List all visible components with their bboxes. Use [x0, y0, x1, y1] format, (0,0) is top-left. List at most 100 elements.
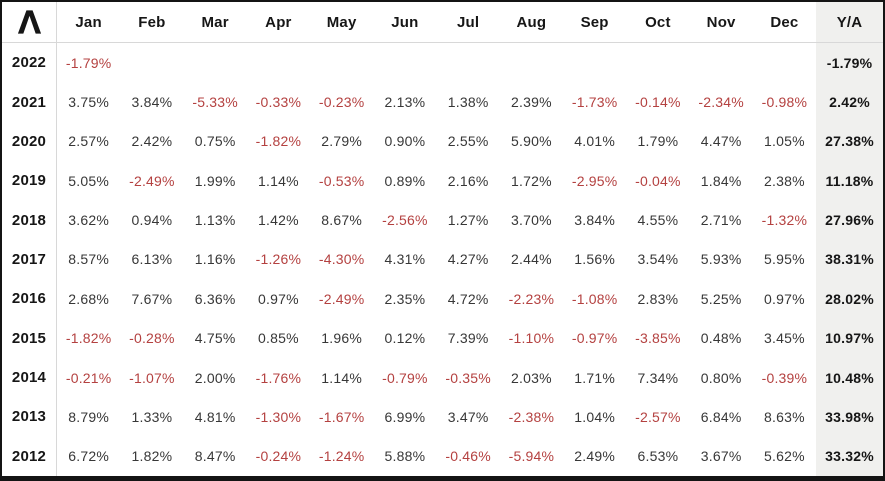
monthly-return-cell: 2.38%: [764, 172, 805, 189]
monthly-return-cell: [690, 43, 753, 82]
monthly-return-cell: 1.82%: [131, 448, 173, 465]
monthly-return-cell: [753, 43, 816, 82]
monthly-return-cell: 6.36%: [194, 290, 236, 307]
monthly-return-cell: 7.39%: [447, 330, 489, 347]
monthly-return-cell: 8.67%: [321, 212, 362, 229]
monthly-return-cell: 0.97%: [258, 290, 299, 307]
monthly-return-cell: 8.57%: [68, 251, 109, 268]
monthly-return-cell: -0.04%: [635, 172, 681, 189]
monthly-return-cell: 5.88%: [384, 448, 426, 465]
table-row-2022: 2022 -1.79% -1.79%: [2, 43, 883, 83]
caret-logo-icon: [17, 10, 41, 34]
month-header-dec: Dec: [770, 13, 799, 31]
annual-return-cell: 38.31%: [816, 239, 883, 280]
monthly-return-cell: 1.13%: [194, 212, 236, 229]
monthly-return-cell: 0.85%: [258, 330, 299, 347]
monthly-return-cell: 1.71%: [574, 369, 615, 386]
monthly-return-cell: 0.48%: [700, 330, 742, 347]
monthly-return-cell: -0.23%: [318, 94, 365, 111]
monthly-return-cell: 5.93%: [700, 251, 742, 268]
monthly-return-cell: -2.23%: [508, 290, 555, 307]
table-row-2015: 2015 -1.82% -0.28% 4.75% 0.85% 1.96% 0.12% 7.39…: [2, 318, 883, 358]
monthly-return-cell: 2.42%: [131, 133, 173, 150]
monthly-return-cell: [120, 43, 183, 82]
table-row-2020: 2020 2.57% 2.42% 0.75% -1.82% 2.79% 0.90% 2.55%…: [2, 121, 883, 162]
monthly-return-cell: 1.38%: [447, 94, 489, 111]
monthly-return-cell: 4.47%: [700, 133, 742, 150]
monthly-return-cell: -1.82%: [65, 330, 112, 347]
row-year-label: 2019: [2, 161, 57, 201]
monthly-return-cell: -0.98%: [761, 94, 808, 111]
month-header-oct: Oct: [645, 13, 671, 31]
month-header-may: May: [326, 13, 357, 31]
monthly-return-cell: -1.24%: [318, 448, 365, 465]
monthly-return-cell: -0.21%: [65, 369, 112, 386]
monthly-return-cell: 2.00%: [194, 369, 236, 386]
monthly-return-cell: 0.12%: [384, 330, 426, 347]
monthly-return-cell: 3.54%: [637, 251, 679, 268]
row-year-label: 2016: [2, 279, 57, 319]
month-header-sep: Sep: [580, 13, 609, 31]
annual-return-cell: 10.97%: [816, 318, 883, 358]
monthly-return-cell: 3.67%: [700, 448, 742, 465]
month-header-apr: Apr: [265, 13, 292, 31]
monthly-return-cell: 7.34%: [637, 369, 679, 386]
monthly-return-cell: [247, 43, 310, 82]
monthly-return-cell: 2.13%: [384, 94, 426, 111]
table-row-2013: 2013 8.79% 1.33% 4.81% -1.30% -1.67% 6.99% 3.47…: [2, 397, 883, 437]
monthly-return-cell: -2.57%: [635, 408, 681, 425]
monthly-return-cell: -2.49%: [318, 290, 365, 307]
monthly-return-cell: 1.84%: [700, 172, 742, 189]
monthly-return-cell: [184, 43, 247, 82]
monthly-return-cell: 2.44%: [511, 251, 552, 268]
monthly-return-cell: -0.35%: [445, 369, 491, 386]
monthly-return-cell: -0.28%: [129, 330, 175, 347]
monthly-return-cell: 2.39%: [511, 94, 552, 111]
monthly-return-cell: -2.34%: [698, 94, 744, 111]
monthly-return-cell: -1.10%: [508, 330, 555, 347]
row-year-label: 2015: [2, 318, 57, 358]
monthly-return-cell: 4.55%: [637, 212, 679, 229]
month-header-jul: Jul: [456, 13, 480, 31]
row-year-label: 2012: [2, 436, 57, 476]
monthly-return-cell: 3.84%: [131, 94, 173, 111]
monthly-return-cell: 4.31%: [384, 251, 426, 268]
monthly-return-cell: 8.79%: [68, 408, 109, 425]
monthly-return-cell: 4.81%: [194, 408, 236, 425]
monthly-return-cell: 1.05%: [764, 133, 805, 150]
monthly-return-cell: 2.83%: [637, 290, 679, 307]
annual-return-cell: 10.48%: [816, 357, 883, 398]
monthly-return-cell: 3.45%: [764, 330, 805, 347]
monthly-return-cell: 3.84%: [574, 212, 615, 229]
monthly-return-cell: -1.26%: [255, 251, 302, 268]
annual-return-cell: 27.38%: [816, 121, 883, 162]
row-year-label: 2014: [2, 357, 57, 398]
monthly-return-cell: -1.67%: [318, 408, 365, 425]
row-year-label: 2020: [2, 121, 57, 162]
monthly-return-cell: 5.95%: [764, 251, 805, 268]
monthly-return-cell: 6.13%: [131, 251, 173, 268]
monthly-return-cell: -5.33%: [192, 94, 238, 111]
monthly-return-cell: -1.76%: [255, 369, 302, 386]
monthly-return-cell: 1.14%: [321, 369, 362, 386]
monthly-return-cell: -0.39%: [761, 369, 808, 386]
monthly-return-cell: 1.27%: [447, 212, 489, 229]
annual-return-cell: 33.32%: [816, 436, 883, 476]
monthly-return-cell: 6.53%: [637, 448, 679, 465]
monthly-return-cell: 4.75%: [194, 330, 236, 347]
monthly-return-cell: -4.30%: [318, 251, 365, 268]
monthly-return-cell: -0.53%: [318, 172, 365, 189]
monthly-return-cell: 0.90%: [384, 133, 426, 150]
brand-logo[interactable]: [2, 2, 57, 42]
monthly-return-cell: [500, 43, 563, 82]
table-row-2014: 2014 -0.21% -1.07% 2.00% -1.76% 1.14% -0.79% -0…: [2, 357, 883, 398]
monthly-return-cell: -1.07%: [129, 369, 175, 386]
row-year-label: 2021: [2, 82, 57, 122]
monthly-return-cell: -1.32%: [761, 212, 808, 229]
monthly-return-cell: 3.70%: [511, 212, 552, 229]
monthly-return-cell: 1.99%: [194, 172, 236, 189]
monthly-return-cell: 2.55%: [447, 133, 489, 150]
monthly-return-cell: 2.79%: [321, 133, 362, 150]
monthly-return-cell: 5.25%: [700, 290, 742, 307]
